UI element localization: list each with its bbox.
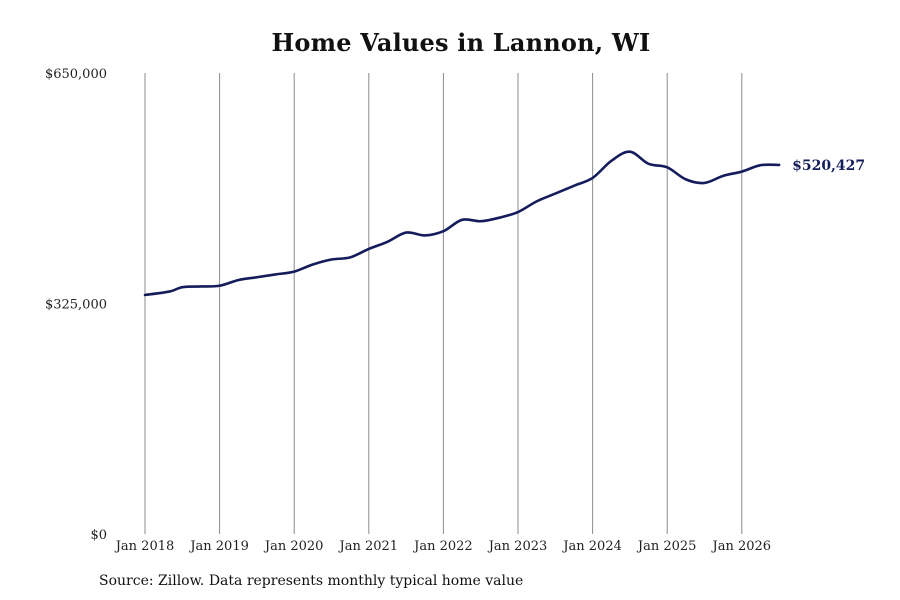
x-tick-label-1: Jan 2019 [188, 539, 249, 554]
y-tick-label-1: $325,000 [45, 298, 107, 313]
x-axis-tick-labels: Jan 2018 Jan 2019 Jan 2020 Jan 2021 Jan 2022… [114, 539, 771, 554]
y-axis-tick-labels: $0 $325,000 $650,000 [45, 67, 107, 543]
series-line-0 [143, 150, 781, 297]
gridlines [144, 73, 743, 534]
source-note: Source: Zillow. Data represents monthly … [99, 573, 524, 589]
y-tick-label-2: $650,000 [45, 67, 107, 82]
series-layer [143, 150, 781, 297]
x-tick-label-6: Jan 2024 [561, 539, 622, 554]
x-tick-label-4: Jan 2022 [412, 539, 473, 554]
y-tick-label-0: $0 [90, 528, 107, 543]
x-tick-label-3: Jan 2021 [338, 539, 399, 554]
chart-title: Home Values in Lannon, WI [271, 28, 651, 57]
x-tick-label-2: Jan 2020 [263, 539, 324, 554]
x-tick-label-5: Jan 2023 [487, 539, 548, 554]
x-tick-label-0: Jan 2018 [114, 539, 175, 554]
x-tick-label-8: Jan 2026 [711, 539, 772, 554]
end-value-label: $520,427 [792, 158, 865, 174]
x-tick-label-7: Jan 2025 [636, 539, 697, 554]
